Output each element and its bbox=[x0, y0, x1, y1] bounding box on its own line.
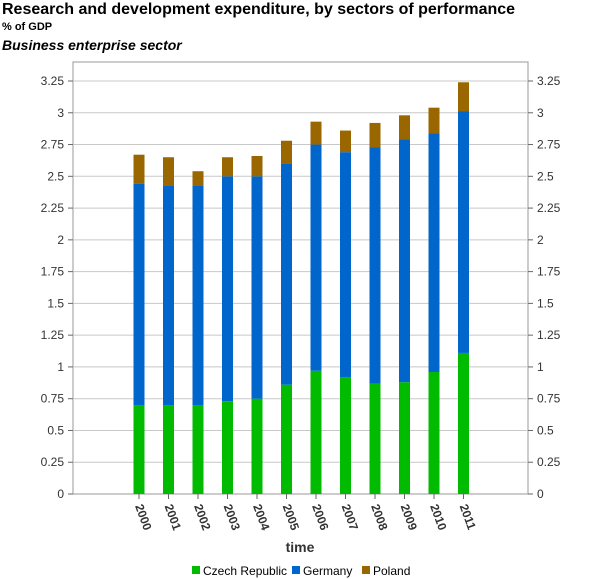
legend-label-germany: Germany bbox=[303, 564, 352, 578]
bar-czech-republic-2008[interactable] bbox=[369, 383, 381, 494]
y-tick-label-right: 1 bbox=[537, 360, 544, 374]
x-tick-label-2002: 2002 bbox=[191, 502, 213, 532]
bar-germany-2005[interactable] bbox=[281, 163, 292, 385]
bar-poland-2003[interactable] bbox=[222, 157, 233, 177]
bar-poland-2011[interactable] bbox=[458, 82, 469, 112]
bar-czech-republic-2006[interactable] bbox=[310, 370, 322, 494]
y-tick-label-right: 0.25 bbox=[537, 455, 561, 469]
y-tick-label-right: 0.75 bbox=[537, 392, 561, 406]
bar-germany-2003[interactable] bbox=[222, 176, 233, 402]
y-tick-label-right: 2.25 bbox=[537, 201, 561, 215]
x-tick-label-2011: 2011 bbox=[457, 502, 479, 532]
bar-poland-2004[interactable] bbox=[251, 155, 263, 177]
bar-czech-republic-2005[interactable] bbox=[281, 384, 292, 494]
sector-label: Business enterprise sector bbox=[2, 37, 182, 53]
y-tick-label-right: 2 bbox=[537, 233, 544, 247]
y-tick-label-left: 1.75 bbox=[41, 265, 65, 279]
chart-title: Research and development expenditure, by… bbox=[2, 1, 516, 18]
y-tick-label-right: 2.75 bbox=[537, 138, 561, 152]
y-tick-label-right: 3.25 bbox=[537, 74, 561, 88]
bar-poland-2008[interactable] bbox=[369, 122, 381, 148]
bar-germany-2000[interactable] bbox=[133, 183, 145, 406]
bar-poland-2005[interactable] bbox=[281, 140, 292, 164]
bar-czech-republic-2001[interactable] bbox=[163, 405, 174, 494]
plot-frame bbox=[72, 61, 529, 495]
legend-label-poland: Poland bbox=[373, 564, 410, 578]
y-tick-label-left: 3.25 bbox=[41, 74, 65, 88]
y-tick-label-left: 2 bbox=[57, 233, 64, 247]
bar-poland-2010[interactable] bbox=[428, 107, 440, 134]
x-tick-label-2000: 2000 bbox=[132, 502, 154, 532]
y-tick-label-right: 3 bbox=[537, 106, 544, 120]
x-tick-label-2008: 2008 bbox=[368, 502, 390, 532]
bar-poland-2009[interactable] bbox=[399, 115, 410, 140]
x-tick-label-2005: 2005 bbox=[280, 502, 302, 532]
y-tick-label-left: 3 bbox=[57, 106, 64, 120]
bar-czech-republic-2000[interactable] bbox=[133, 405, 145, 494]
bar-germany-2004[interactable] bbox=[251, 176, 263, 399]
bar-czech-republic-2009[interactable] bbox=[399, 382, 410, 494]
bar-germany-2001[interactable] bbox=[163, 185, 174, 406]
bar-poland-2007[interactable] bbox=[340, 130, 351, 153]
x-tick-label-2001: 2001 bbox=[162, 502, 184, 532]
y-tick-label-right: 1.25 bbox=[537, 328, 561, 342]
y-tick-label-left: 2.75 bbox=[41, 138, 65, 152]
unit-label: % of GDP bbox=[2, 21, 53, 33]
y-tick-label-left: 1 bbox=[57, 360, 64, 374]
y-tick-label-left: 1.5 bbox=[47, 296, 64, 310]
legend-swatch-germany bbox=[292, 566, 300, 574]
legend-swatch-czech-republic bbox=[192, 566, 200, 574]
bar-poland-2002[interactable] bbox=[192, 171, 204, 186]
bar-germany-2010[interactable] bbox=[428, 133, 440, 373]
y-tick-label-right: 0 bbox=[537, 487, 544, 501]
bar-czech-republic-2004[interactable] bbox=[251, 398, 263, 494]
y-tick-label-left: 1.25 bbox=[41, 328, 65, 342]
legend-swatch-poland bbox=[362, 566, 370, 574]
x-tick-label-2006: 2006 bbox=[309, 502, 331, 532]
bar-czech-republic-2003[interactable] bbox=[222, 401, 233, 494]
x-tick-label-2004: 2004 bbox=[250, 502, 272, 532]
bar-czech-republic-2007[interactable] bbox=[340, 377, 351, 494]
bar-poland-2006[interactable] bbox=[310, 121, 322, 145]
y-tick-label-right: 1.75 bbox=[537, 265, 561, 279]
x-tick-label-2010: 2010 bbox=[427, 502, 449, 532]
bar-germany-2009[interactable] bbox=[399, 139, 410, 383]
legend-label-czech-republic: Czech Republic bbox=[203, 564, 287, 578]
bar-poland-2001[interactable] bbox=[163, 157, 174, 186]
bar-czech-republic-2011[interactable] bbox=[458, 352, 469, 494]
bar-germany-2002[interactable] bbox=[192, 185, 204, 406]
x-tick-label-2009: 2009 bbox=[398, 502, 420, 532]
x-tick-label-2003: 2003 bbox=[221, 502, 243, 532]
y-tick-label-left: 2.5 bbox=[47, 169, 64, 183]
bar-germany-2007[interactable] bbox=[340, 152, 351, 378]
y-tick-label-right: 1.5 bbox=[537, 296, 554, 310]
y-tick-label-left: 0.25 bbox=[41, 455, 65, 469]
bar-germany-2008[interactable] bbox=[369, 147, 381, 384]
bar-czech-republic-2002[interactable] bbox=[192, 405, 204, 494]
y-tick-label-left: 0.75 bbox=[41, 392, 65, 406]
bar-germany-2006[interactable] bbox=[310, 144, 322, 371]
y-tick-label-left: 0 bbox=[57, 487, 64, 501]
y-tick-label-right: 2.5 bbox=[537, 169, 554, 183]
x-tick-label-2007: 2007 bbox=[339, 502, 361, 532]
bar-czech-republic-2010[interactable] bbox=[428, 372, 440, 494]
bar-poland-2000[interactable] bbox=[133, 154, 145, 184]
y-tick-label-left: 2.25 bbox=[41, 201, 65, 215]
bar-germany-2011[interactable] bbox=[458, 111, 469, 353]
y-tick-label-left: 0.5 bbox=[47, 423, 64, 437]
x-axis-title: time bbox=[286, 539, 315, 555]
y-tick-label-right: 0.5 bbox=[537, 423, 554, 437]
